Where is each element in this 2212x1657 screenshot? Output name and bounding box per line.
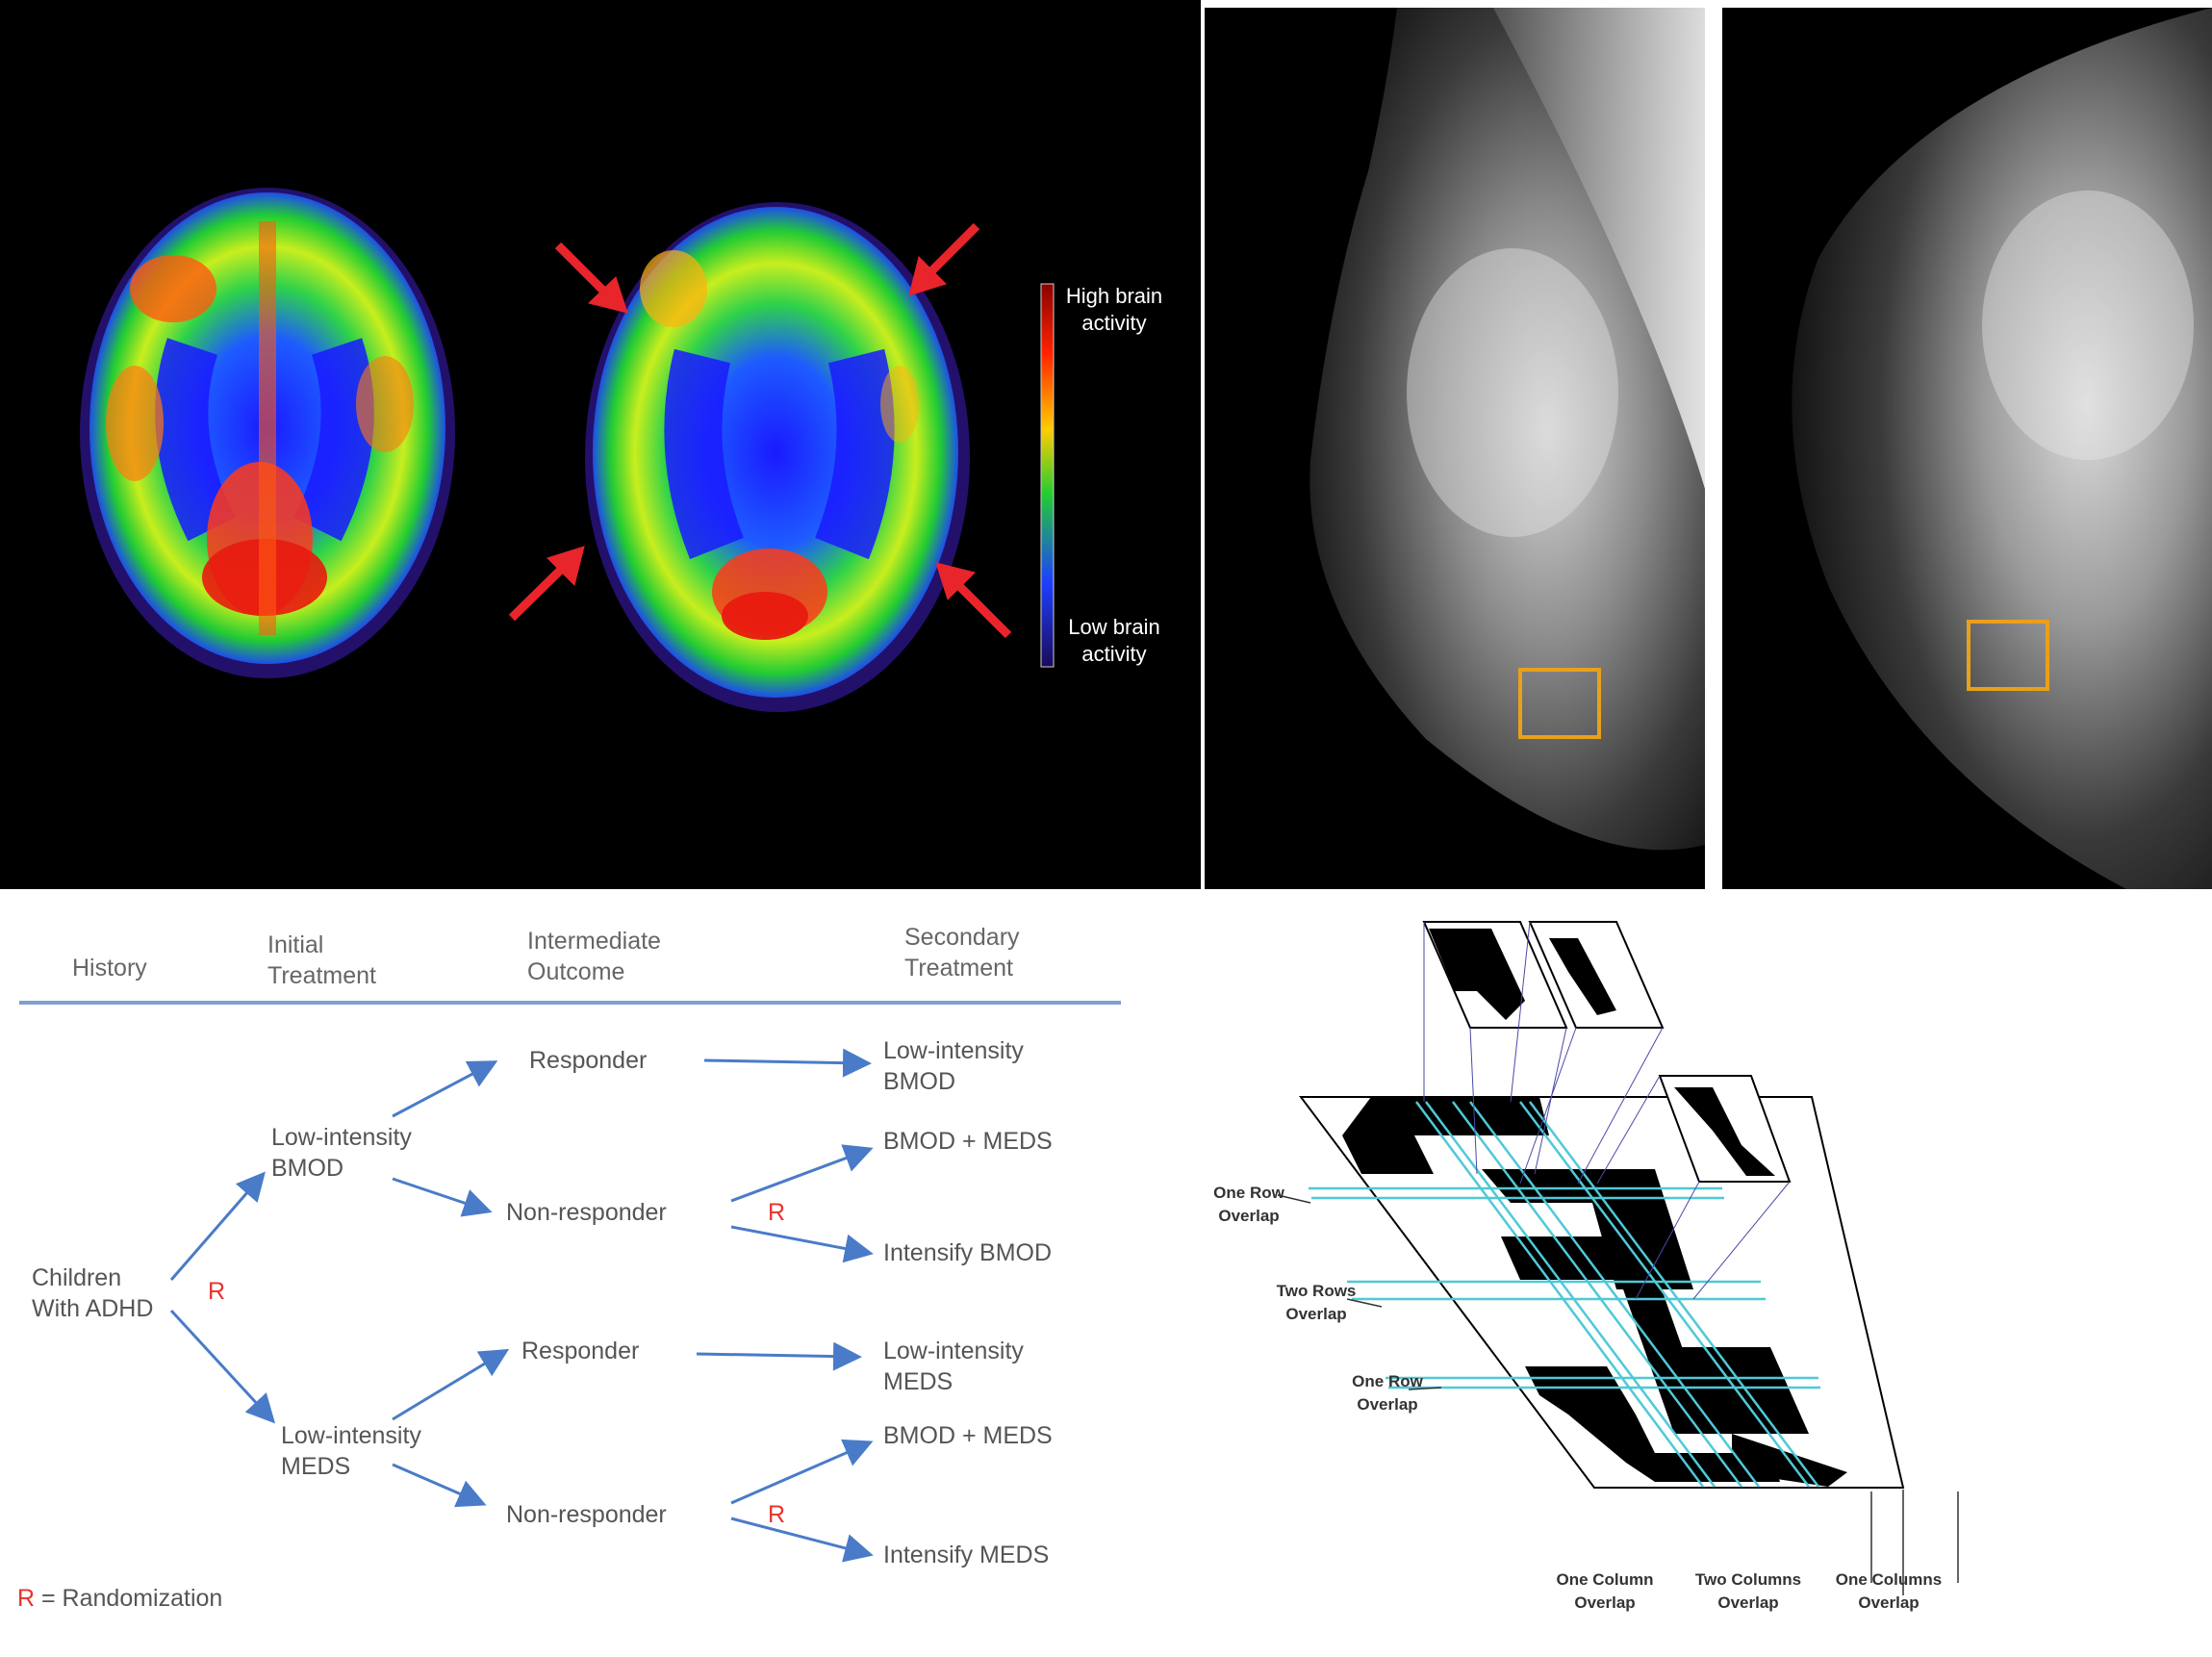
outcome-meds-responder-line2: MEDS: [883, 1368, 953, 1395]
brain-scan-image: [80, 188, 1055, 712]
mammogram-mlo-view: [1205, 8, 1705, 889]
header-initial-line2: Treatment: [267, 962, 377, 989]
brain-slice-left: [80, 188, 455, 678]
mammogram-mlo-image: [1309, 8, 1705, 851]
mammogram-cc-image: [1792, 8, 2212, 889]
bmod-node-line1: Low-intensity: [271, 1124, 412, 1151]
meds-responder: Responder: [521, 1338, 640, 1364]
label-two-rows-overlap: Two Rows Overlap: [1276, 1282, 1357, 1323]
roi-box: [1518, 668, 1601, 739]
adaptive-treatment-flowchart: History Initial Treatment Intermediate O…: [0, 895, 1155, 1657]
header-secondary-line1: Secondary: [904, 924, 1020, 951]
label-one-column-overlap-left: One Column Overlap: [1556, 1570, 1654, 1612]
label-one-columns-overlap-right: One Columns Overlap: [1835, 1570, 1943, 1612]
outcome-meds-nr-a: BMOD + MEDS: [883, 1422, 1053, 1449]
roi-box: [1967, 620, 2049, 691]
randomization-mark-meds: R: [768, 1501, 786, 1528]
outcome-bmod-nr-b: Intensify BMOD: [883, 1239, 1053, 1266]
mammogram-cc-view: [1722, 8, 2212, 889]
header-intermediate-line2: Outcome: [527, 958, 625, 985]
meds-node-line2: MEDS: [281, 1453, 351, 1480]
outcome-bmod-responder-line2: BMOD: [883, 1068, 955, 1095]
bmod-non-responder: Non-responder: [506, 1199, 667, 1226]
label-one-row-overlap-top: One Row Overlap: [1213, 1184, 1284, 1225]
outcome-bmod-nr-a: BMOD + MEDS: [883, 1128, 1053, 1155]
window-overlap-diagram: One Row Overlap Two Rows Overlap One Row…: [1155, 895, 2212, 1657]
legend: R = Randomization: [17, 1583, 222, 1614]
colorbar-high-label: High brain activity: [1065, 284, 1163, 335]
attention-arrows: [508, 222, 1012, 639]
meds-node-line1: Low-intensity: [281, 1422, 421, 1449]
header-initial-line1: Initial: [267, 931, 324, 958]
header-intermediate-line1: Intermediate: [527, 928, 661, 955]
bmod-node-line2: BMOD: [271, 1155, 343, 1182]
outcome-bmod-responder-line1: Low-intensity: [883, 1037, 1024, 1064]
label-two-columns-overlap: Two Columns Overlap: [1694, 1570, 1802, 1612]
randomization-mark-root: R: [208, 1278, 226, 1305]
outcome-meds-nr-b: Intensify MEDS: [883, 1542, 1050, 1568]
bmod-responder: Responder: [529, 1047, 648, 1074]
header-history: History: [72, 955, 147, 981]
root-node-line2: With ADHD: [32, 1295, 154, 1322]
randomization-mark-bmod: R: [768, 1199, 786, 1226]
legend-text: = Randomization: [35, 1585, 223, 1612]
header-secondary-line2: Treatment: [904, 955, 1014, 981]
meds-non-responder: Non-responder: [506, 1501, 667, 1528]
colorbar: [1040, 283, 1055, 668]
colorbar-low-label: Low brain activity: [1068, 615, 1160, 666]
brain-slice-right: [585, 202, 970, 712]
brain-pet-scan-panel: High brain activity Low brain activity: [0, 0, 1201, 889]
legend-mark: R: [17, 1585, 36, 1612]
flowchart-arrows: [19, 1001, 1121, 1563]
outcome-meds-responder-line1: Low-intensity: [883, 1338, 1024, 1364]
label-one-row-overlap-bottom: One Row Overlap: [1352, 1372, 1423, 1414]
overlap-diagram-graphic: [1277, 921, 1959, 1595]
root-node-line1: Children: [32, 1264, 122, 1291]
